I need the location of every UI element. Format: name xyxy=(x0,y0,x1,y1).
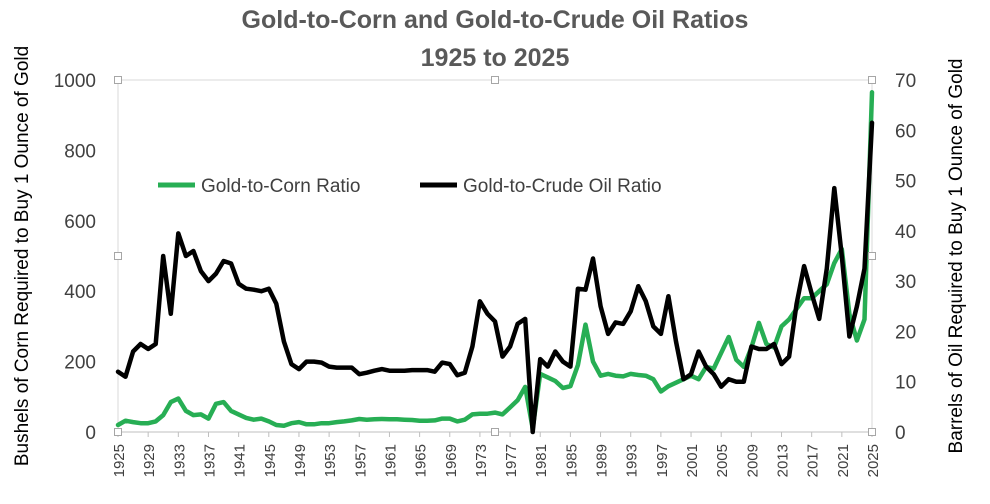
x-tick-label: 1933 xyxy=(171,444,188,477)
legend: Gold-to-Corn Ratio Gold-to-Crude Oil Rat… xyxy=(158,176,662,197)
x-tick-label: 1937 xyxy=(201,444,218,477)
y-tick-label: 600 xyxy=(64,212,96,233)
chart-subtitle: 1925 to 2025 xyxy=(421,44,570,72)
x-tick-label: 1989 xyxy=(594,444,611,477)
x-tick-label: 2013 xyxy=(775,444,792,477)
x-tick-label: 1953 xyxy=(322,444,339,477)
series-line-oil xyxy=(115,120,875,435)
axis-layer: 1925 1929 1933 1937 1941 1945 1949 1953 1957 1961… xyxy=(54,71,916,477)
y2-tick-label: 30 xyxy=(895,272,916,293)
x-tick-label: 1993 xyxy=(624,444,641,477)
x-tick-label: 2001 xyxy=(684,444,701,477)
y-tick-label: 200 xyxy=(64,353,96,374)
x-tick-label: 2005 xyxy=(714,444,731,477)
x-tick-label: 1941 xyxy=(232,444,249,477)
x-tick-label: 1925 xyxy=(111,444,128,477)
legend-label-corn: Gold-to-Corn Ratio xyxy=(201,176,360,197)
selection-handle[interactable] xyxy=(868,76,876,84)
selection-handles xyxy=(114,76,876,436)
y2-tick-label: 60 xyxy=(895,121,916,142)
chart-title: Gold-to-Corn and Gold-to-Crude Oil Ratio… xyxy=(242,6,749,34)
x-tick-label: 2009 xyxy=(744,444,761,477)
selection-handle[interactable] xyxy=(868,252,876,260)
y2-tick-label: 40 xyxy=(895,222,916,243)
legend-label-oil: Gold-to-Crude Oil Ratio xyxy=(463,176,662,197)
y2-tick-label: 50 xyxy=(895,172,916,193)
x-tick-label: 1985 xyxy=(563,444,580,477)
y-tick-label: 0 xyxy=(85,423,96,444)
x-tick-label: 1997 xyxy=(654,444,671,477)
series-layer xyxy=(115,90,875,435)
y-tick-label: 800 xyxy=(64,141,96,162)
x-tick-label: 1965 xyxy=(413,444,430,477)
y2-tick-label: 70 xyxy=(895,71,916,92)
x-tick-label: 2021 xyxy=(835,444,852,477)
selection-handle[interactable] xyxy=(114,252,122,260)
x-tick-label: 1929 xyxy=(141,444,158,477)
y-tick-label: 400 xyxy=(64,282,96,303)
selection-handle[interactable] xyxy=(868,428,876,436)
y2-axis-label: Barrels of Oil Required to Buy 1 Ounce o… xyxy=(946,59,967,454)
y2-tick-label: 0 xyxy=(895,423,906,444)
x-tick-label: 1961 xyxy=(382,444,399,477)
y-tick-label: 1000 xyxy=(54,71,96,92)
selection-handle[interactable] xyxy=(491,428,499,436)
x-tick-label: 2017 xyxy=(805,444,822,477)
selection-handle[interactable] xyxy=(114,428,122,436)
selection-handle[interactable] xyxy=(114,76,122,84)
x-tick-label: 1969 xyxy=(443,444,460,477)
x-tick-label: 1977 xyxy=(503,444,520,477)
y2-tick-label: 20 xyxy=(895,322,916,343)
x-tick-label: 2025 xyxy=(865,444,882,477)
selection-handle[interactable] xyxy=(491,76,499,84)
x-tick-label: 1957 xyxy=(352,444,369,477)
x-tick-label: 1973 xyxy=(473,444,490,477)
y2-tick-label: 10 xyxy=(895,373,916,394)
x-tick-label: 1949 xyxy=(292,444,309,477)
x-tick-label: 1981 xyxy=(533,444,550,477)
plot-area xyxy=(117,79,873,433)
x-tick-label: 1945 xyxy=(262,444,279,477)
y-axis-label: Bushels of Corn Required to Buy 1 Ounce … xyxy=(12,46,33,466)
